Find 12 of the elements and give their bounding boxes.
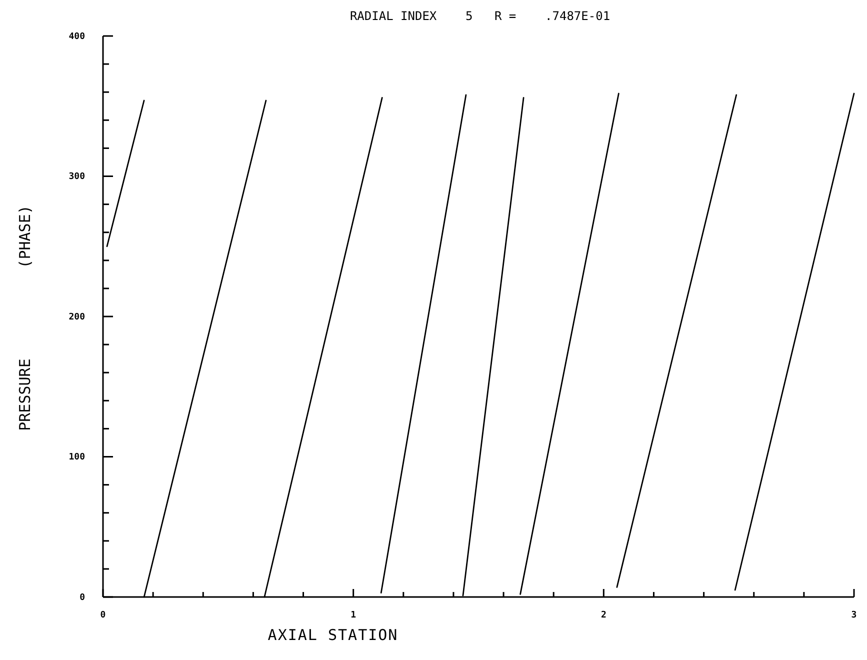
x-axis-title: AXIAL STATION	[268, 626, 398, 644]
y-tick-label: 400	[68, 32, 85, 42]
y-tick-label: 100	[68, 452, 85, 463]
y-tick-label: 0	[80, 592, 85, 603]
chart-title: RADIAL INDEX 5 R = .7487E-01	[350, 9, 610, 23]
y-axis-title: PRESSURE (PHASE)	[16, 205, 34, 431]
x-tick-label: 3	[851, 610, 857, 620]
x-tick-label: 0	[100, 610, 106, 620]
x-tick-label: 1	[350, 610, 356, 620]
x-tick-label: 2	[600, 610, 606, 620]
y-tick-label: 200	[68, 312, 85, 322]
y-tick-label: 300	[68, 172, 85, 182]
